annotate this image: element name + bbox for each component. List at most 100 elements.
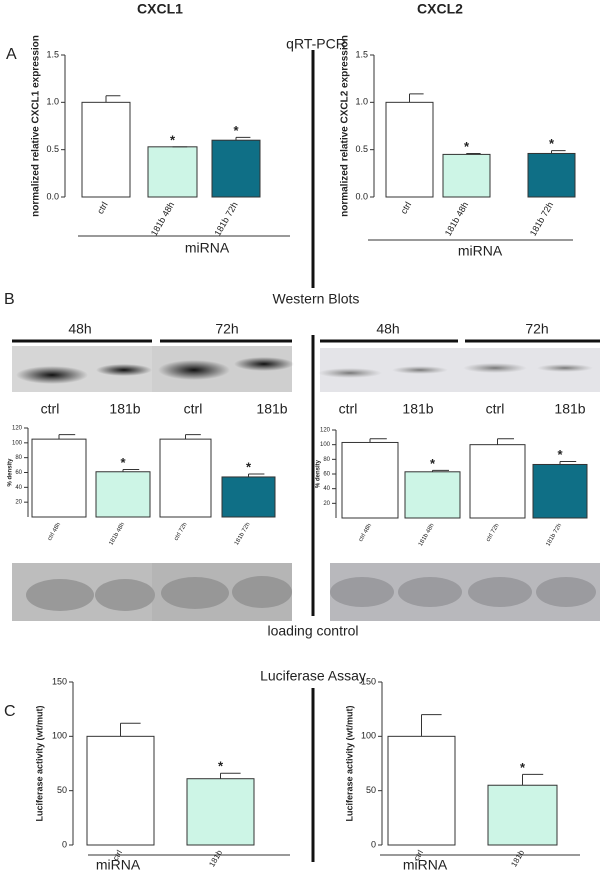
error-bar — [522, 773, 544, 786]
error-bar — [421, 714, 442, 737]
x-tick-label: 181b 48h — [418, 523, 436, 548]
x-tick-label: 181b 48h — [108, 522, 126, 547]
x-tick-label: 181b 72h — [528, 200, 555, 238]
bar — [487, 784, 558, 846]
error-bar — [220, 772, 241, 779]
y-tick-label: 0.5 — [46, 144, 59, 154]
y-tick-label: 50 — [57, 785, 67, 795]
error-bar — [185, 434, 201, 440]
error-bar — [122, 469, 140, 472]
x-axis-label: miRNA — [185, 240, 230, 256]
error-bar — [105, 95, 121, 103]
significance-label: * — [246, 459, 252, 474]
blot-time-label: 48h — [68, 321, 91, 337]
x-tick-label: 181b 72h — [212, 200, 239, 238]
blot-lane-label: ctrl — [339, 401, 358, 417]
y-tick-label: 150 — [361, 676, 376, 686]
y-tick-label: 0.5 — [355, 144, 368, 154]
blot-time-label: 48h — [376, 321, 399, 337]
blot-images — [12, 339, 600, 621]
y-axis-label: % density — [316, 459, 322, 488]
y-axis-label: % density — [8, 458, 14, 487]
error-bar — [559, 461, 577, 465]
blot-lane-label: 181b — [402, 401, 433, 417]
y-tick-label: 100 — [52, 731, 67, 741]
x-tick-label: ctrl 72h — [174, 522, 189, 542]
y-axis-label: Luciferase activity (wt/mut) — [344, 705, 354, 821]
x-tick-label: 181b 48h — [443, 200, 470, 238]
y-tick-label: 1.5 — [46, 49, 59, 59]
error-bar — [58, 434, 76, 440]
blot-time-label: 72h — [525, 321, 548, 337]
blot-lane-label: 181b — [109, 401, 140, 417]
bar — [385, 101, 434, 198]
panel-letter: C — [4, 703, 16, 720]
x-tick-label: 181b — [207, 848, 224, 868]
y-tick-label: 120 — [320, 428, 331, 434]
y-axis-label: normalized relative CXCL1 expression — [31, 35, 42, 217]
x-tick-label: 181b 72h — [234, 522, 252, 547]
bar — [147, 146, 198, 198]
y-tick-label: 1.5 — [355, 49, 368, 59]
bar — [95, 471, 151, 518]
y-tick-label: 20 — [15, 500, 22, 506]
error-bar — [466, 152, 481, 155]
y-tick-label: 0.0 — [46, 191, 59, 201]
error-bar — [248, 473, 265, 477]
y-tick-label: 80 — [323, 457, 330, 463]
blot-lane-label: ctrl — [184, 401, 203, 417]
significance-label: * — [430, 456, 436, 471]
significance-label: * — [218, 759, 224, 774]
significance-label: * — [464, 139, 470, 154]
blot-lane-label: ctrl — [41, 401, 60, 417]
error-bar — [497, 438, 514, 445]
significance-label: * — [120, 455, 126, 470]
bar — [159, 438, 212, 518]
bar — [86, 735, 155, 846]
y-tick-label: 1.0 — [46, 97, 59, 107]
y-tick-label: 0 — [371, 839, 376, 849]
panel-letter: B — [4, 291, 15, 308]
blot-time-label: 72h — [215, 321, 238, 337]
y-tick-label: 1.0 — [355, 97, 368, 107]
bar — [387, 735, 456, 846]
y-tick-label: 60 — [15, 470, 22, 476]
bar — [469, 444, 526, 519]
error-bar — [551, 150, 566, 154]
panel-letter: A — [6, 46, 17, 63]
y-tick-label: 20 — [323, 501, 330, 507]
bar — [186, 778, 255, 846]
bar — [31, 438, 87, 518]
column-title: CXCL2 — [417, 1, 463, 17]
error-bar — [235, 136, 251, 141]
x-tick-label: ctrl 48h — [358, 523, 373, 543]
y-tick-label: 100 — [320, 442, 331, 448]
y-tick-label: 100 — [12, 440, 23, 446]
y-tick-label: 100 — [361, 731, 376, 741]
x-axis-label: miRNA — [458, 243, 503, 259]
x-tick-label: 181b — [509, 848, 526, 868]
significance-label: * — [557, 447, 563, 462]
panel-title: Western Blots — [273, 291, 360, 307]
x-tick-label: ctrl 48h — [47, 522, 62, 542]
blot-caption: loading control — [267, 623, 358, 639]
y-axis-label: Luciferase activity (wt/mut) — [34, 705, 44, 821]
y-tick-label: 80 — [15, 455, 22, 461]
y-axis-label: normalized relative CXCL2 expression — [340, 35, 351, 217]
bar — [81, 101, 131, 198]
significance-label: * — [170, 132, 176, 147]
column-title: CXCL1 — [137, 1, 183, 17]
blot-lane-label: ctrl — [486, 401, 505, 417]
y-tick-label: 50 — [366, 785, 376, 795]
x-tick-label: 181b 48h — [149, 200, 176, 238]
y-tick-label: 0.0 — [355, 191, 368, 201]
significance-label: * — [520, 760, 526, 775]
y-tick-label: 40 — [15, 485, 22, 491]
y-tick-label: 0 — [62, 839, 67, 849]
blot-lane-label: 181b — [554, 401, 585, 417]
y-tick-label: 120 — [12, 426, 23, 432]
x-axis-label: miRNA — [96, 857, 141, 872]
significance-label: * — [549, 136, 555, 151]
bar — [404, 471, 461, 519]
